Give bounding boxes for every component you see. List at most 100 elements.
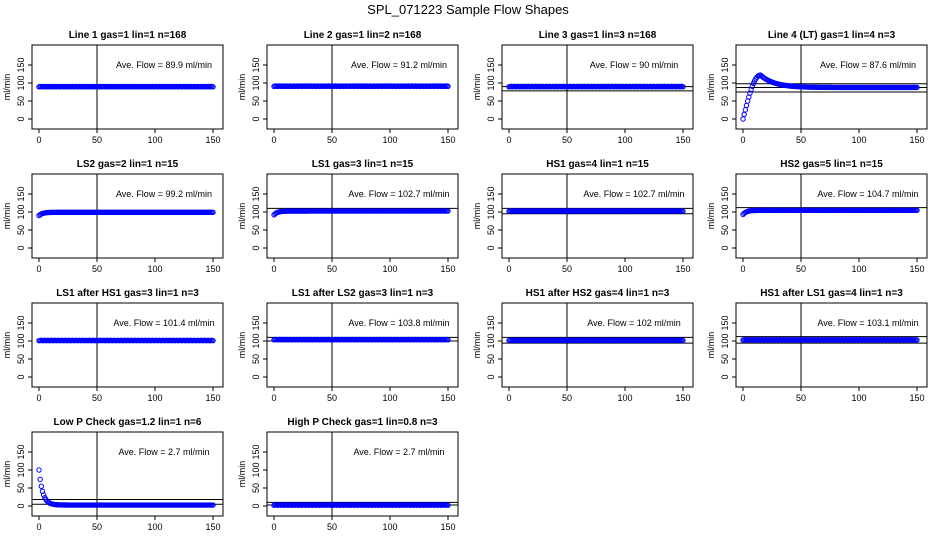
x-tick-label: 100 [617, 264, 632, 274]
data-point [914, 84, 920, 91]
y-axis-label: ml/min [237, 332, 247, 359]
data-point [742, 107, 749, 113]
panel-title: LS1 gas=3 lin=1 n=15 [312, 159, 414, 170]
panel-3: Line 3 gas=1 lin=3 n=168 0 50 100 150 0 50 100 1… [472, 30, 694, 145]
x-tick-label: 100 [851, 264, 866, 274]
panel-1: Line 1 gas=1 lin=1 n=168 0 50 100 150 0 50 100 1… [2, 30, 224, 145]
y-tick-label: 150 [251, 315, 261, 330]
panel-8: HS2 gas=5 lin=1 n=15 0 50 100 150 0 50 100 150 ml… [706, 159, 928, 274]
data-point [210, 338, 216, 344]
x-tick-label: 150 [440, 522, 455, 532]
x-tick-label: 0 [740, 264, 745, 274]
y-tick-label: 0 [720, 374, 730, 379]
annotation-ave-flow: Ave. Flow = 2.7 ml/min [118, 447, 209, 457]
x-tick-label: 50 [796, 135, 806, 145]
panel-11: HS1 after HS2 gas=4 lin=1 n=3 0 50 100 150 0 5… [472, 288, 694, 403]
data-point [914, 337, 920, 343]
data-point [914, 207, 920, 214]
data-point [38, 483, 45, 489]
panel-5: LS2 gas=2 lin=1 n=15 0 50 100 150 0 50 100 150 ml… [2, 159, 224, 274]
x-tick-label: 100 [851, 393, 866, 403]
x-tick-label: 50 [562, 393, 572, 403]
y-axis-label: ml/min [237, 74, 247, 101]
panel-title: LS1 after LS2 gas=3 lin=1 n=3 [292, 288, 434, 299]
y-tick-label: 150 [16, 444, 26, 459]
panel-frame [501, 173, 694, 259]
x-tick-label: 0 [36, 522, 41, 532]
y-tick-label: 50 [16, 96, 26, 106]
y-tick-label: 100 [16, 333, 26, 348]
y-tick-label: 100 [16, 75, 26, 90]
x-tick-label: 150 [675, 264, 690, 274]
x-tick-label: 100 [147, 135, 162, 145]
y-tick-label: 100 [720, 204, 730, 219]
panel-2: Line 2 gas=1 lin=2 n=168 0 50 100 150 0 50 100 1… [237, 30, 459, 145]
panel-12: HS1 after LS1 gas=4 lin=1 n=3 0 50 100 150 0 5… [706, 288, 928, 403]
panel-7: HS1 gas=4 lin=1 n=15 0 50 100 150 0 50 100 150 ml… [472, 159, 694, 274]
data-point [680, 84, 686, 90]
x-tick-label: 100 [147, 264, 162, 274]
annotation-ave-flow: Ave. Flow = 99.2 ml/min [116, 189, 212, 199]
annotation-ave-flow: Ave. Flow = 104.7 ml/min [817, 189, 918, 199]
x-tick-label: 50 [327, 393, 337, 403]
x-tick-label: 150 [205, 264, 220, 274]
panel-frame [31, 302, 224, 388]
y-tick-label: 0 [486, 116, 496, 121]
y-tick-label: 50 [16, 354, 26, 364]
y-tick-label: 50 [251, 96, 261, 106]
x-tick-label: 50 [562, 135, 572, 145]
x-tick-label: 150 [675, 135, 690, 145]
x-tick-label: 0 [36, 393, 41, 403]
x-tick-label: 50 [327, 264, 337, 274]
annotation-ave-flow: Ave. Flow = 103.8 ml/min [348, 318, 449, 328]
y-axis-label: ml/min [2, 74, 12, 101]
y-tick-label: 0 [251, 503, 261, 508]
y-tick-label: 50 [486, 354, 496, 364]
y-tick-label: 100 [251, 204, 261, 219]
data-point [210, 84, 216, 90]
y-tick-label: 0 [251, 374, 261, 379]
data-point [747, 90, 753, 96]
x-tick-label: 100 [617, 393, 632, 403]
y-tick-label: 100 [720, 75, 730, 90]
panel-frame [735, 302, 928, 388]
x-tick-label: 150 [440, 264, 455, 274]
panel-title: Line 1 gas=1 lin=1 n=168 [69, 30, 187, 41]
y-tick-label: 50 [486, 96, 496, 106]
x-tick-label: 100 [382, 135, 397, 145]
y-tick-label: 0 [16, 374, 26, 379]
x-tick-label: 0 [36, 135, 41, 145]
panel-frame [266, 302, 459, 388]
panel-10: LS1 after LS2 gas=3 lin=1 n=3 0 50 100 150 0 5… [237, 288, 459, 403]
panel-13: Low P Check gas=1.2 lin=1 n=6 0 50 100 150 0 5… [2, 417, 224, 532]
annotation-ave-flow: Ave. Flow = 101.4 ml/min [113, 318, 214, 328]
y-axis-label: ml/min [2, 203, 12, 230]
x-tick-label: 100 [147, 522, 162, 532]
y-tick-label: 100 [486, 75, 496, 90]
y-axis-label: ml/min [472, 203, 482, 230]
data-point [210, 502, 216, 508]
data-point [680, 208, 686, 214]
y-tick-label: 0 [486, 245, 496, 250]
panel-title: LS2 gas=2 lin=1 n=15 [77, 159, 179, 170]
data-point [748, 86, 754, 93]
y-axis-label: ml/min [472, 332, 482, 359]
y-tick-label: 0 [16, 116, 26, 121]
y-axis-label: ml/min [237, 203, 247, 230]
data-point [743, 102, 750, 109]
x-tick-label: 100 [382, 522, 397, 532]
y-tick-label: 100 [251, 333, 261, 348]
x-tick-label: 100 [382, 393, 397, 403]
y-tick-label: 100 [251, 462, 261, 477]
y-tick-label: 150 [251, 186, 261, 201]
x-tick-label: 100 [617, 135, 632, 145]
panel-title: Low P Check gas=1.2 lin=1 n=6 [54, 417, 202, 428]
y-tick-label: 150 [720, 57, 730, 72]
x-tick-label: 0 [36, 264, 41, 274]
y-tick-label: 100 [251, 75, 261, 90]
y-axis-label: ml/min [472, 74, 482, 101]
x-tick-label: 50 [92, 393, 102, 403]
annotation-ave-flow: Ave. Flow = 87.6 ml/min [820, 60, 916, 70]
y-tick-label: 50 [16, 483, 26, 493]
x-tick-label: 0 [271, 135, 276, 145]
